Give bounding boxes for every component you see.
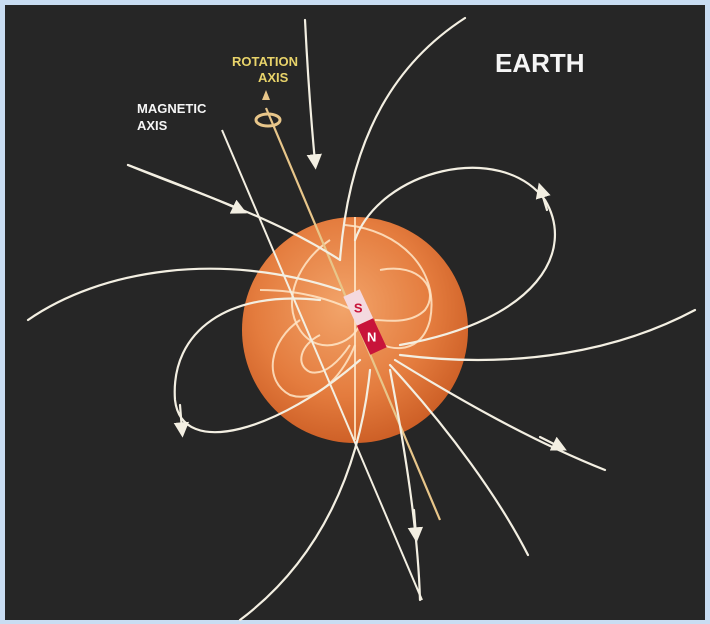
bar-magnet: S N xyxy=(343,289,387,355)
field-lines xyxy=(26,16,697,622)
magnet-north-label: N xyxy=(367,330,376,345)
internal-field-lines xyxy=(259,217,433,440)
magnetic-axis-line xyxy=(221,129,423,601)
magnet-south-label: S xyxy=(354,300,363,315)
magnet-south-half xyxy=(343,289,374,326)
magnet-north-half xyxy=(356,318,387,355)
magnetic-axis-label: AXIS xyxy=(137,118,168,133)
rotation-axis-label: AXIS xyxy=(258,70,289,85)
rotation-axis-label: ROTATION xyxy=(232,54,298,69)
magnetic-axis-label: MAGNETIC xyxy=(137,101,207,116)
title: EARTH xyxy=(495,48,585,78)
rotation-symbol xyxy=(254,90,282,128)
